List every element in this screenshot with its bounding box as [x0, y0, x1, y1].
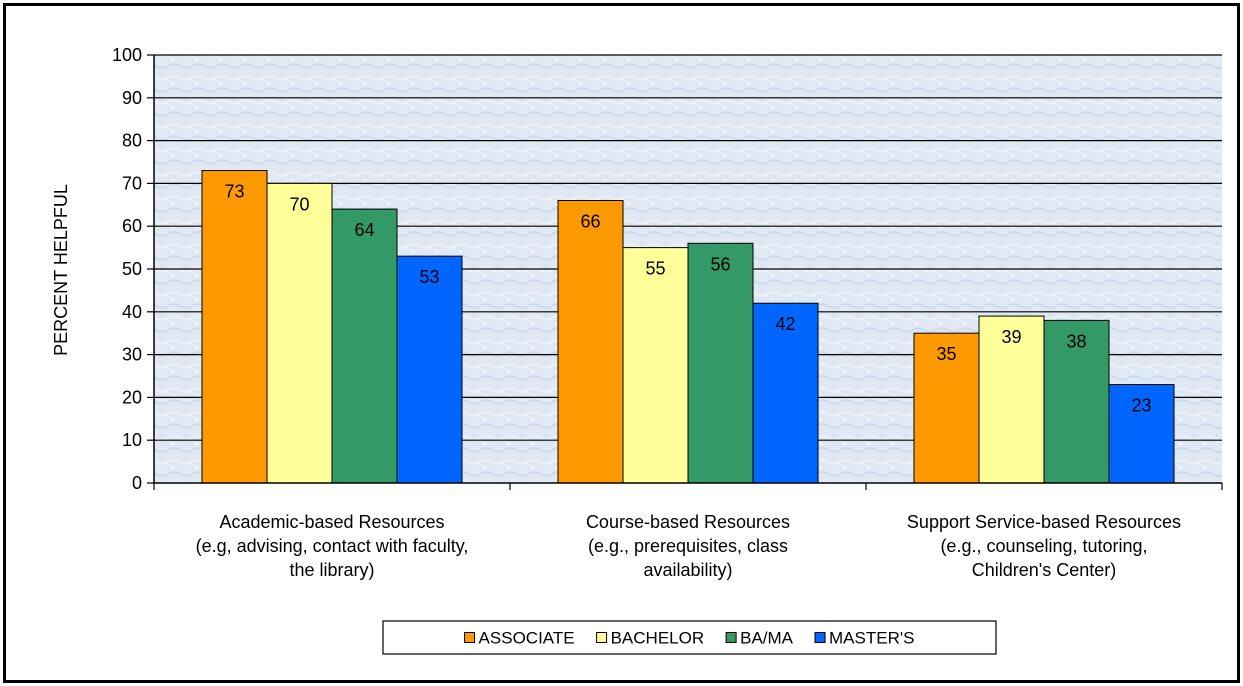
y-tick-label: 40 — [122, 302, 142, 322]
x-category-label: (e.g., counseling, tutoring, — [940, 536, 1147, 556]
x-category-label: (e.g, advising, contact with faculty, — [196, 536, 469, 556]
legend-box — [382, 620, 997, 655]
legend: ASSOCIATE BACHELOR BA/MA MASTER'S — [382, 620, 997, 655]
data-label: 64 — [354, 220, 374, 240]
legend-swatch — [725, 632, 737, 643]
y-tick-label: 80 — [122, 131, 142, 151]
bar — [266, 182, 333, 484]
data-label: 73 — [224, 182, 244, 202]
bar — [913, 332, 980, 484]
bar — [557, 200, 624, 484]
bar — [1043, 319, 1110, 484]
data-label: 56 — [710, 254, 730, 274]
legend-label: BA/MA — [740, 629, 794, 648]
y-tick-label: 60 — [122, 216, 142, 236]
data-label: 66 — [580, 212, 600, 232]
bar — [752, 302, 819, 484]
y-tick-label: 70 — [122, 173, 142, 193]
x-category-label: (e.g., prerequisites, class — [588, 536, 788, 556]
data-label: 55 — [645, 259, 665, 279]
y-tick-label: 30 — [122, 345, 142, 365]
bar — [201, 170, 268, 484]
legend-label: MASTER'S — [829, 629, 914, 648]
legend-label: BACHELOR — [611, 629, 705, 648]
bar — [396, 255, 463, 484]
bar — [978, 315, 1045, 484]
y-tick-label: 0 — [132, 473, 142, 493]
bar — [331, 208, 398, 484]
y-tick-label: 100 — [112, 45, 142, 65]
x-category-label: the library) — [289, 560, 374, 580]
x-category-label: Course-based Resources — [586, 512, 790, 532]
legend-swatch — [464, 632, 476, 643]
data-label: 53 — [419, 267, 439, 287]
legend-label: ASSOCIATE — [479, 629, 575, 648]
data-label: 39 — [1001, 327, 1021, 347]
data-label: 42 — [775, 314, 795, 334]
legend-swatch — [814, 632, 826, 643]
y-axis-title: PERCENT HELPFUL — [51, 184, 71, 356]
data-label: 23 — [1131, 396, 1151, 416]
bars: 73 70 64 53 66 55 56 42 35 39 38 23 — [201, 170, 1175, 484]
x-category-label: Children's Center) — [972, 560, 1117, 580]
y-tick-label: 50 — [122, 259, 142, 279]
y-tick-label: 20 — [122, 387, 142, 407]
x-category-label: availability) — [643, 560, 732, 580]
axes: 0 10 20 30 40 50 60 70 80 90 100 Academic-based Res… — [112, 45, 1223, 580]
y-tick-label: 10 — [122, 430, 142, 450]
legend-swatch — [596, 632, 608, 643]
y-tick-label: 90 — [122, 88, 142, 108]
x-category-label: Academic-based Resources — [219, 512, 444, 532]
data-label: 70 — [289, 194, 309, 214]
data-label: 35 — [936, 344, 956, 364]
bar — [687, 242, 754, 484]
x-category-label: Support Service-based Resources — [907, 512, 1181, 532]
data-label: 38 — [1066, 331, 1086, 351]
bar — [622, 247, 689, 484]
